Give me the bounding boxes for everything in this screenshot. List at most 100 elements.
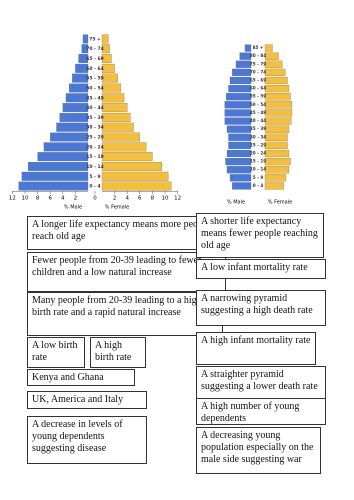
bar: [101, 122, 134, 132]
bar: [228, 133, 252, 141]
age-label: 65 - 69: [86, 56, 104, 62]
bar: [101, 34, 109, 44]
bar: [264, 109, 293, 117]
text-card: A straighter pyramid suggesting a lower …: [196, 366, 326, 400]
bar: [264, 149, 290, 158]
age-label: 60 - 64: [86, 66, 104, 72]
age-label: 55 - 59: [250, 94, 266, 99]
bar: [264, 125, 290, 133]
bar: [101, 54, 112, 63]
age-label: 70 - 74: [250, 69, 266, 74]
bar: [226, 149, 252, 158]
text-card: A decrease in levels of young dependents…: [27, 416, 147, 464]
bar: [81, 44, 89, 54]
text-card: A decreasing young population especially…: [196, 427, 321, 474]
bar: [264, 101, 293, 109]
age-label: 35 - 39: [250, 126, 266, 131]
text-card: A longer life expectancy means more peop…: [27, 216, 218, 250]
age-label: 30 - 34: [86, 125, 104, 131]
bar: [232, 68, 252, 76]
age-label: 45 - 49: [250, 110, 266, 115]
text-card: Many people from 20-39 leading to a high…: [27, 292, 223, 336]
bar: [65, 93, 89, 103]
age-label: 75 +: [89, 36, 101, 42]
bar: [264, 133, 288, 141]
age-label: 60 - 64: [250, 86, 266, 91]
age-label: 5 - 9: [89, 174, 100, 180]
age-label: 20 - 24: [86, 144, 104, 150]
x-tick-label: 2: [113, 196, 117, 202]
age-label: 85 +: [253, 45, 264, 50]
bar: [264, 174, 287, 182]
x-tick-label: 12: [9, 196, 16, 202]
axis-label: % Male: [64, 205, 82, 211]
bar: [228, 141, 252, 149]
x-tick-label: 10: [22, 196, 29, 202]
bar: [43, 142, 89, 152]
age-label: 0 - 4: [253, 183, 264, 188]
age-label: 40 - 44: [250, 118, 266, 123]
bar: [264, 76, 288, 85]
age-label: 0 - 4: [89, 184, 100, 190]
text-card: A high infant mortality rate: [196, 332, 316, 365]
bar: [235, 60, 252, 68]
age-label: 75 - 79: [250, 61, 266, 66]
bar: [82, 34, 89, 44]
bar: [264, 44, 273, 52]
bar: [264, 85, 290, 93]
bar: [101, 93, 125, 103]
text-card: A high number of young dependents: [196, 398, 326, 425]
bar: [27, 162, 89, 171]
bar: [264, 68, 286, 76]
bar: [228, 85, 252, 93]
age-label: 30 - 34: [250, 134, 266, 139]
bar: [226, 93, 252, 101]
age-label: 40 - 44: [86, 105, 104, 111]
x-tick-label: 8: [36, 196, 40, 202]
age-label: 50 - 54: [250, 102, 266, 107]
x-tick-label: 12: [174, 196, 181, 202]
age-label: 65 - 69: [250, 78, 266, 83]
bar: [101, 112, 131, 122]
text-card: UK, America and Italy: [27, 391, 147, 409]
bar: [101, 142, 147, 152]
axis-label: % Female: [268, 200, 292, 206]
bar: [101, 83, 122, 93]
bar: [101, 73, 118, 83]
x-tick-label: 8: [151, 196, 155, 202]
bar: [62, 103, 89, 113]
bar: [101, 181, 172, 191]
bar: [101, 63, 115, 73]
bar: [232, 182, 252, 190]
bar: [244, 44, 252, 52]
text-card: Fewer people from 20-39 leading to fewer…: [27, 252, 226, 292]
bar: [75, 63, 89, 73]
x-tick-label: 10: [162, 196, 169, 202]
bar: [264, 117, 292, 125]
age-label: 35 - 39: [86, 115, 104, 121]
bar: [224, 101, 252, 109]
bar: [78, 54, 89, 63]
age-label: 25 - 29: [86, 135, 104, 141]
bar: [225, 158, 252, 166]
x-tick-label: 4: [61, 196, 65, 202]
bar: [264, 166, 290, 174]
bar: [50, 132, 89, 142]
age-label: 45 - 49: [86, 95, 104, 101]
bar: [229, 174, 252, 182]
bar: [59, 112, 89, 122]
bar: [239, 52, 252, 60]
age-label: 15 - 19: [250, 159, 266, 164]
bar: [101, 162, 162, 171]
bar: [229, 76, 252, 85]
x-tick-label: 6: [48, 196, 52, 202]
axis-label: % Male: [227, 200, 245, 206]
bar: [264, 93, 291, 101]
age-label: 70 - 74: [86, 46, 104, 52]
bar: [264, 141, 288, 149]
bar: [101, 132, 140, 142]
age-label: 20 - 24: [250, 151, 266, 156]
x-tick-label: 4: [125, 196, 129, 202]
